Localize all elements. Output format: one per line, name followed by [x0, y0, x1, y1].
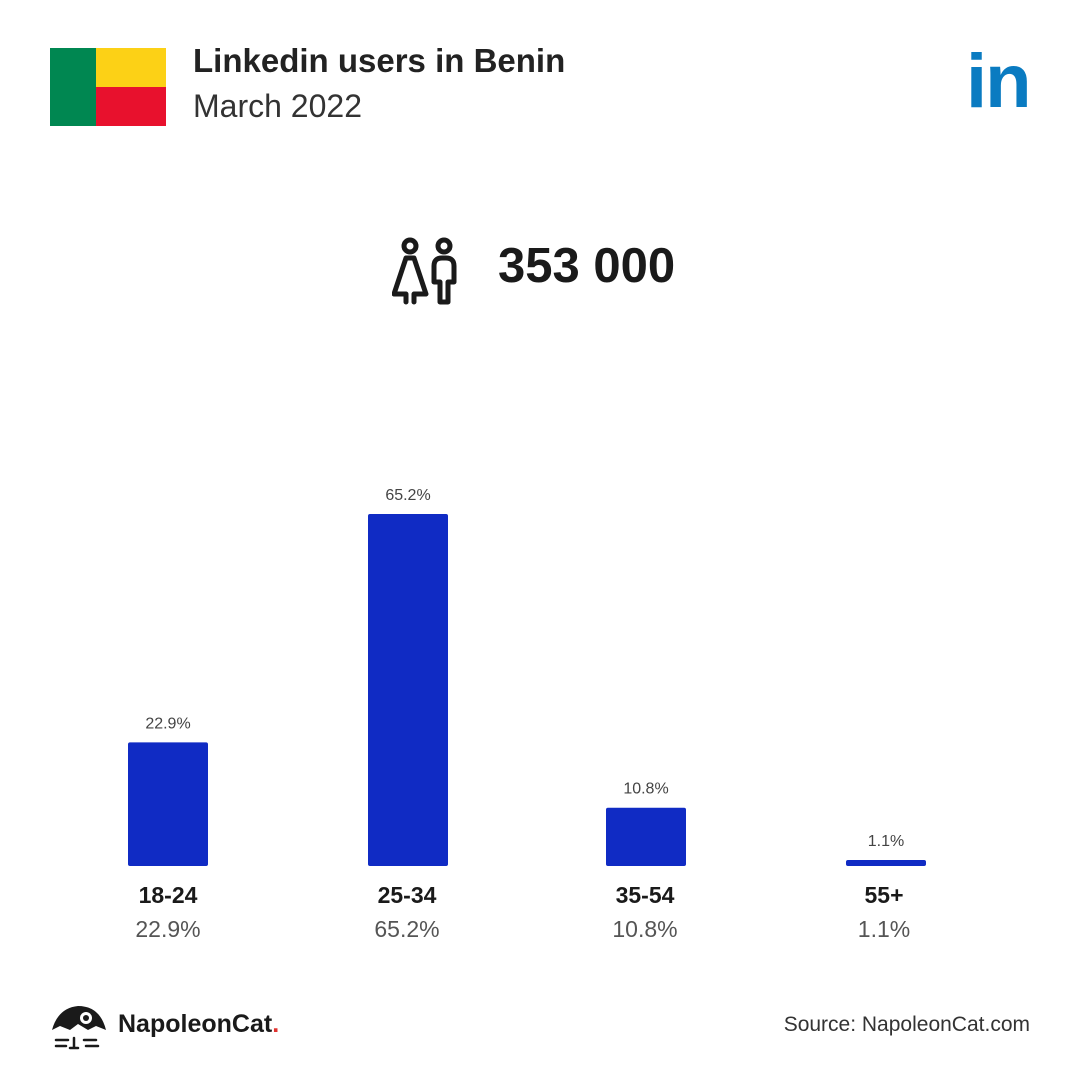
- bar-value-label: 1.1%: [868, 833, 904, 850]
- source-credit: Source: NapoleonCat.com: [783, 1013, 1030, 1036]
- bar-25-34: [368, 514, 448, 866]
- bar-35-54: [606, 807, 686, 866]
- age-group-label: 18-24: [138, 882, 198, 908]
- bar-55+: [846, 860, 926, 866]
- total-users-count: 353 000: [498, 239, 676, 293]
- age-group-label: 35-54: [615, 882, 675, 908]
- flag-yellow-band: [96, 48, 166, 87]
- flag-green-band: [50, 48, 96, 126]
- bar-18-24: [128, 742, 208, 866]
- chart-title: Linkedin users in Benin: [193, 42, 566, 79]
- napoleoncat-brand-name: NapoleonCat.: [118, 1010, 279, 1039]
- age-group-percentage: 65.2%: [374, 916, 440, 942]
- chart-subtitle: March 2022: [193, 88, 362, 124]
- linkedin-logo-icon: in: [966, 39, 1032, 124]
- flag-red-band: [96, 87, 166, 126]
- age-group-percentage: 22.9%: [135, 916, 201, 942]
- age-group-percentage: 10.8%: [612, 916, 678, 942]
- benin-flag: [50, 48, 166, 126]
- people-icon: [392, 237, 457, 305]
- bar-value-label: 65.2%: [385, 487, 430, 504]
- bar-value-label: 22.9%: [145, 715, 190, 732]
- bar-value-label: 10.8%: [623, 781, 668, 798]
- age-group-label: 55+: [864, 882, 904, 908]
- napoleoncat-logo-icon: [52, 1006, 106, 1050]
- age-group-label: 25-34: [377, 882, 437, 908]
- age-group-percentage: 1.1%: [857, 916, 911, 942]
- brand-name-dot: .: [272, 1010, 280, 1038]
- brand-name-text: NapoleonCat: [118, 1010, 273, 1038]
